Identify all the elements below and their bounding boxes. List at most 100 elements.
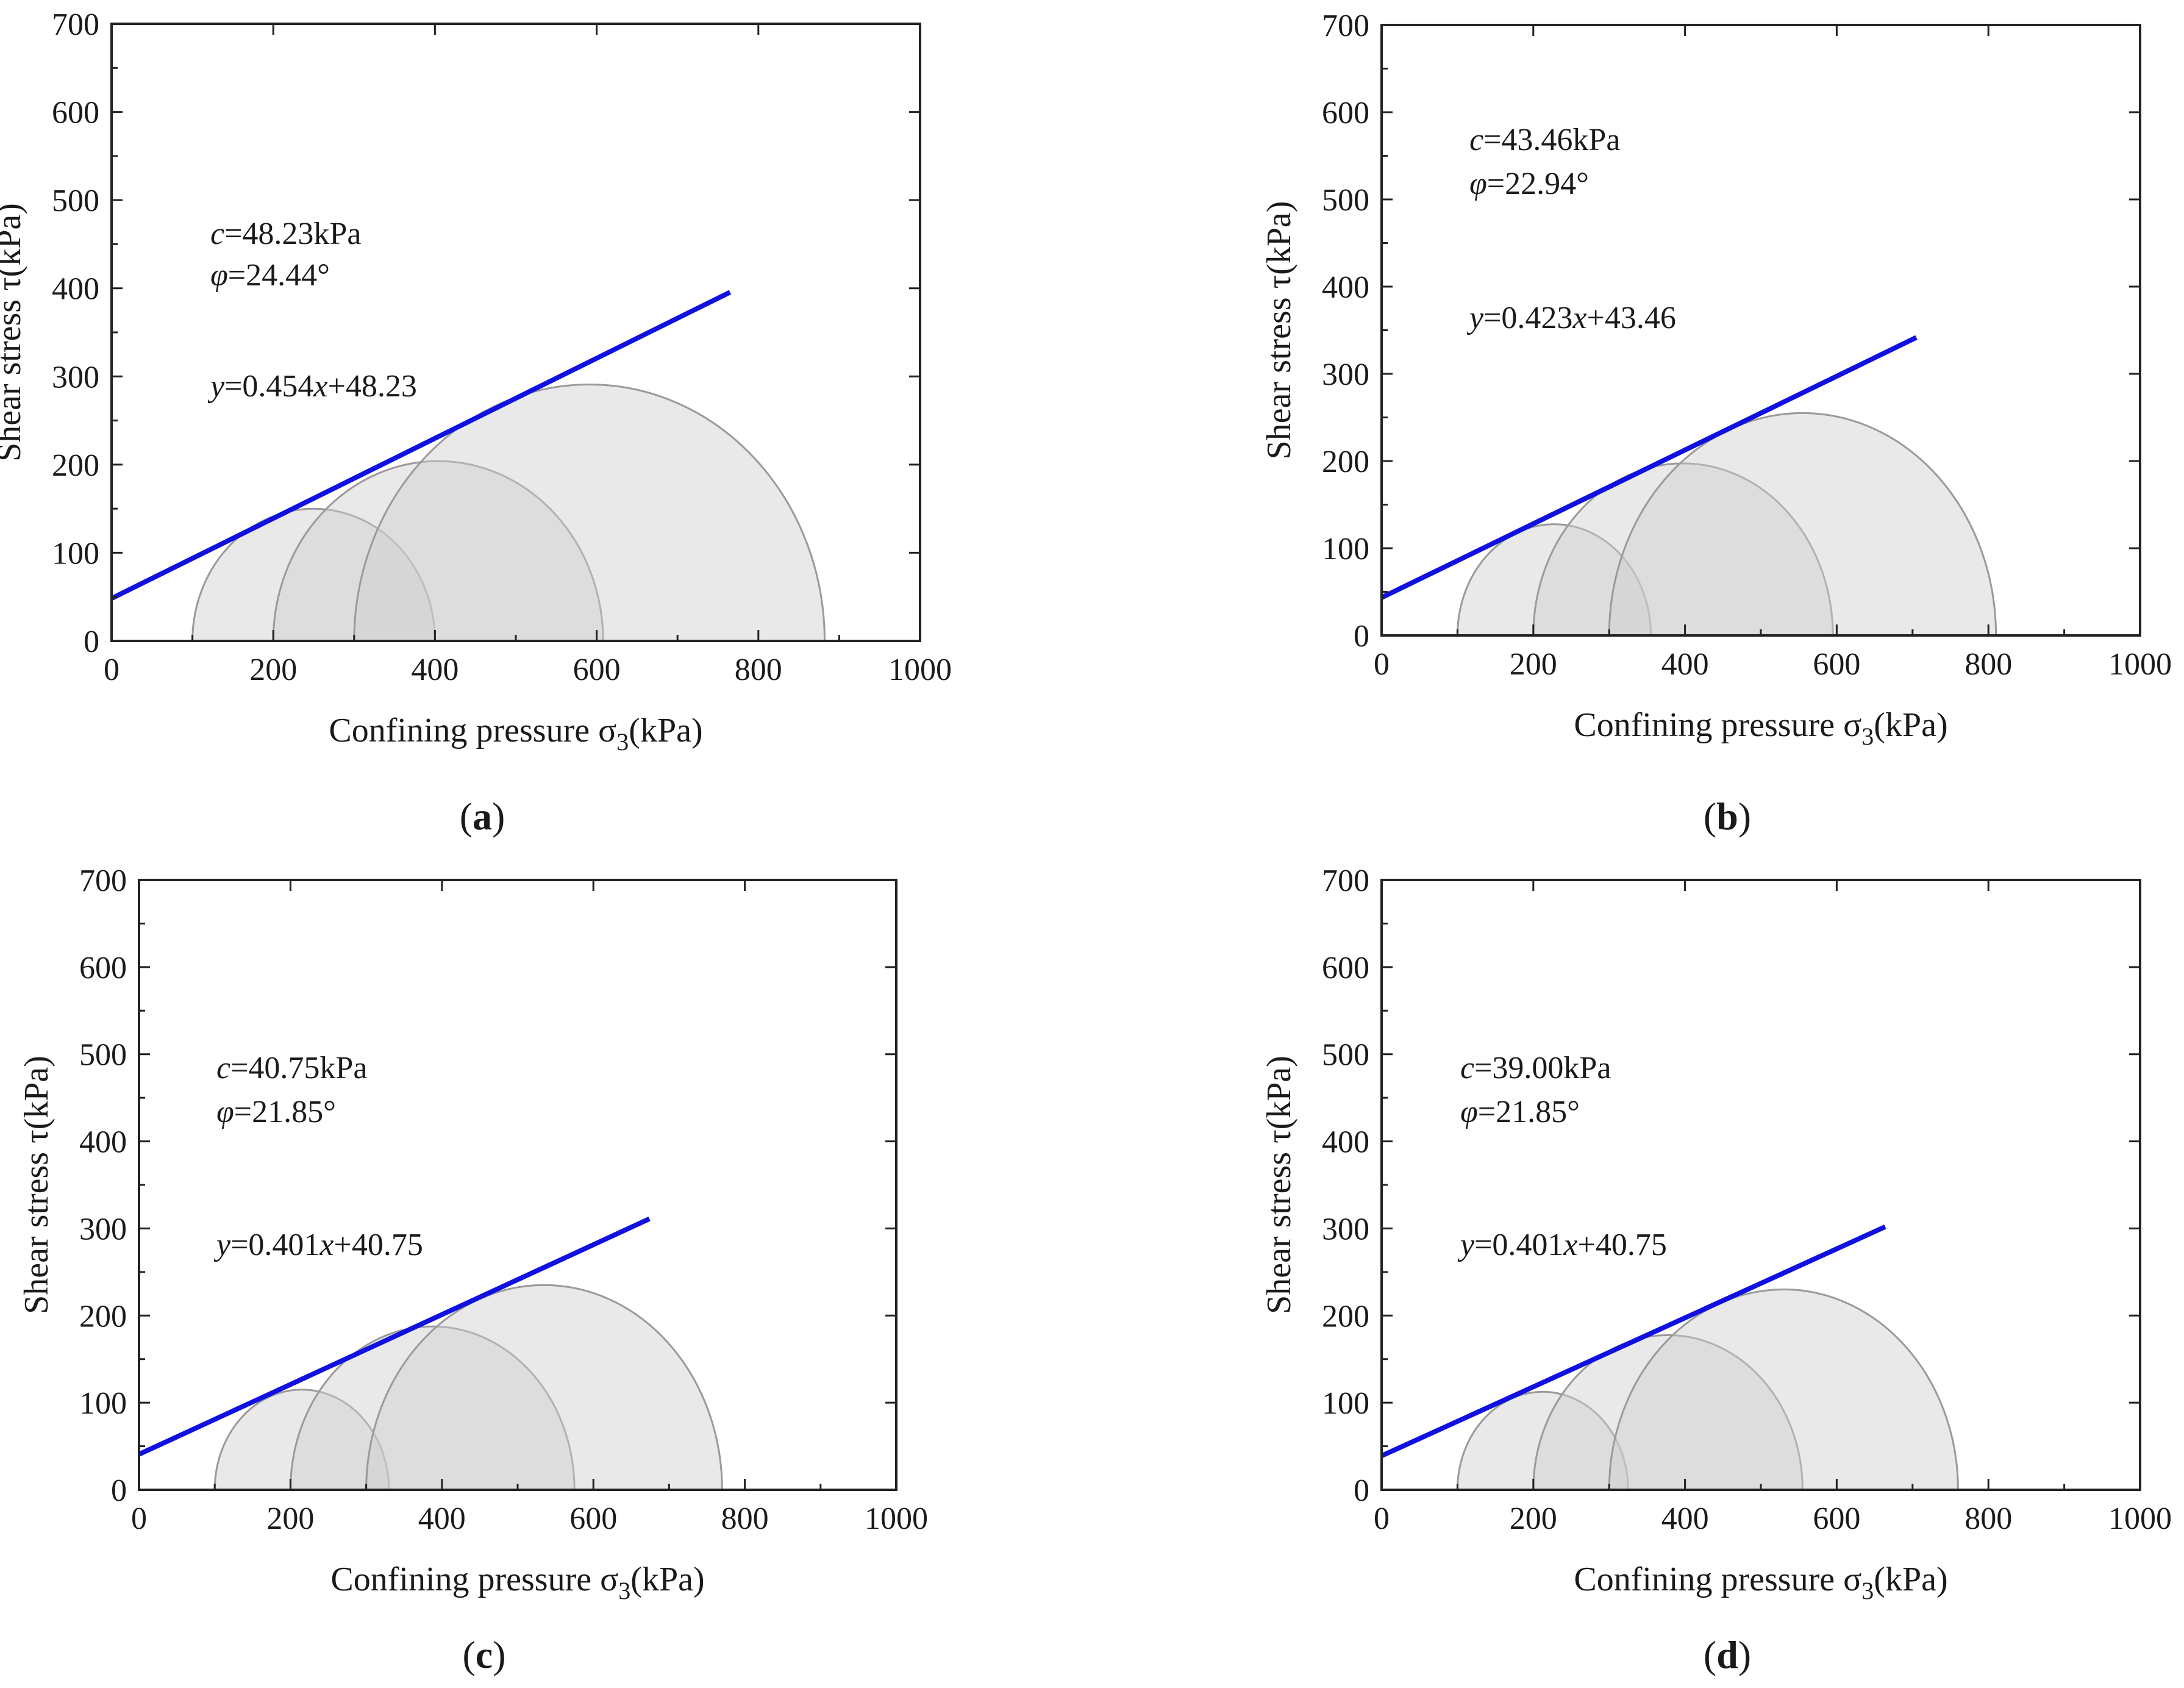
- y-tick-label: 100: [52, 536, 99, 571]
- envelope-equation: y=0.401x+40.75: [1457, 1228, 1667, 1262]
- x-axis: 0 200 400 600 800 1000: [131, 880, 928, 1536]
- y-tick-label: 200: [1322, 445, 1369, 479]
- y-tick-label: 100: [1322, 1386, 1369, 1421]
- y-tick-label: 500: [52, 184, 99, 218]
- cohesion-symbol: c: [216, 1051, 230, 1085]
- panel-d: 0 200 400 600 800 1000 0 100 200 300 400 500 600 700 C…: [1260, 864, 2172, 1676]
- panel-label: (a): [460, 795, 505, 838]
- y-tick-label: 700: [79, 864, 127, 898]
- equation-intercept: +40.75: [1578, 1228, 1667, 1262]
- x-tick-label: 600: [573, 653, 621, 687]
- equation-slope: =0.401: [1474, 1228, 1563, 1262]
- panel-label: (c): [462, 1633, 505, 1676]
- y-tick-label: 500: [79, 1038, 127, 1073]
- cohesion-annotation: c=43.46kPa: [1469, 123, 1620, 157]
- x-tick-label: 1000: [2108, 647, 2172, 682]
- friction-angle-annotation: φ=21.85°: [216, 1095, 336, 1129]
- y-tick-label: 200: [79, 1299, 127, 1334]
- x-tick-label: 0: [104, 653, 120, 687]
- equation-x: x: [1572, 301, 1586, 335]
- failure-envelope-line: [1380, 1225, 1886, 1458]
- x-axis-title: Confining pressure σ3(kPa): [1574, 706, 1947, 750]
- panel-c: 0 200 400 600 800 1000 0 100 200 300 400 500 600 700 C…: [18, 864, 928, 1676]
- y-tick-label: 400: [52, 272, 99, 307]
- equation-intercept: +43.46: [1587, 301, 1676, 335]
- cohesion-annotation: c=48.23kPa: [210, 216, 361, 251]
- equation-y: y: [1457, 1228, 1475, 1262]
- equation-slope: =0.423: [1483, 301, 1572, 335]
- friction-angle-symbol: φ: [216, 1095, 234, 1129]
- y-tick-label: 400: [79, 1125, 127, 1160]
- friction-angle-value: =22.94°: [1487, 166, 1589, 201]
- x-axis-title-unit: (kPa): [1874, 1561, 1947, 1598]
- failure-envelope-line: [138, 1217, 651, 1457]
- equation-intercept: +48.23: [328, 369, 417, 404]
- x-axis-title-subscript: 3: [618, 1577, 630, 1604]
- x-axis-title: Confining pressure σ3(kPa): [329, 712, 702, 756]
- y-tick-label: 200: [1322, 1299, 1369, 1334]
- x-tick-label: 400: [411, 653, 459, 687]
- mohr-circle-3: [353, 384, 826, 641]
- y-axis: 0 100 200 300 400 500 600 700: [52, 7, 920, 659]
- x-axis-title: Confining pressure σ3(kPa): [1574, 1561, 1947, 1604]
- panel-label-open: (: [460, 795, 473, 838]
- y-tick-label: 500: [1322, 1038, 1369, 1073]
- cohesion-symbol: c: [1460, 1051, 1474, 1085]
- x-axis-title-subscript: 3: [1861, 723, 1874, 750]
- x-tick-label: 200: [249, 653, 297, 687]
- mohr-circle-1: [1456, 1390, 1629, 1490]
- x-tick-label: 600: [569, 1501, 617, 1536]
- equation-intercept: +40.75: [334, 1228, 423, 1262]
- y-tick-label: 600: [1322, 96, 1369, 131]
- panel-label-letter: c: [476, 1633, 493, 1676]
- mohr-circles: [1456, 412, 1997, 635]
- panel-label: (b): [1704, 795, 1751, 838]
- x-tick-label: 1000: [888, 653, 952, 687]
- x-tick-label: 0: [1374, 1501, 1390, 1536]
- y-tick-label: 100: [79, 1386, 127, 1421]
- y-tick-label: 400: [1322, 1125, 1369, 1160]
- y-tick-label: 0: [1354, 1473, 1369, 1508]
- y-axis-title: Shear stress τ(kPa): [1260, 1056, 1298, 1314]
- y-tick-label: 500: [1322, 183, 1369, 218]
- x-axis-title-unit: (kPa): [1874, 706, 1947, 744]
- mohr-circles: [1456, 1289, 1959, 1490]
- x-axis-title-text: Confining pressure σ: [1574, 1561, 1861, 1598]
- y-axis-title: Shear stress τ(kPa): [0, 203, 28, 462]
- x-tick-label: 600: [1813, 1501, 1860, 1536]
- x-tick-label: 200: [1510, 647, 1557, 682]
- mohr-circles: [191, 384, 826, 641]
- equation-x: x: [319, 1228, 334, 1262]
- x-tick-label: 0: [131, 1501, 147, 1536]
- x-tick-label: 1000: [865, 1501, 928, 1536]
- equation-slope: =0.454: [224, 369, 313, 404]
- mohr-circle-3: [365, 1284, 723, 1490]
- y-axis: 0 100 200 300 400 500 600 700: [79, 864, 896, 1508]
- failure-envelope-line: [1380, 335, 1918, 600]
- cohesion-annotation: c=39.00kPa: [1460, 1051, 1611, 1085]
- equation-x: x: [313, 369, 327, 404]
- friction-angle-symbol: φ: [1460, 1095, 1478, 1129]
- panel-label: (d): [1704, 1633, 1751, 1676]
- y-tick-label: 0: [111, 1473, 127, 1508]
- y-tick-label: 0: [84, 624, 99, 659]
- panel-label-open: (: [1704, 1633, 1716, 1676]
- panel-label-letter: a: [473, 795, 492, 838]
- y-tick-label: 300: [1322, 1212, 1369, 1246]
- panel-b: 0 200 400 600 800 1000 0 100 200 300 400 500 600 700 C…: [1260, 9, 2172, 838]
- x-tick-label: 800: [721, 1501, 769, 1536]
- x-axis-title-text: Confining pressure σ: [330, 1561, 618, 1598]
- y-tick-label: 300: [79, 1212, 127, 1246]
- panel-label-letter: b: [1716, 795, 1738, 838]
- equation-y: y: [213, 1228, 231, 1262]
- mohr-circle-1: [1456, 523, 1652, 635]
- mohr-circles: [213, 1284, 723, 1490]
- x-tick-label: 400: [1661, 647, 1709, 682]
- x-axis-title-unit: (kPa): [630, 1561, 704, 1598]
- mohr-circle-1: [191, 507, 436, 641]
- y-tick-label: 700: [52, 7, 99, 42]
- x-axis-title: Confining pressure σ3(kPa): [330, 1561, 704, 1604]
- panel-label-close: ): [493, 1633, 505, 1676]
- mohr-circle-2: [272, 460, 604, 641]
